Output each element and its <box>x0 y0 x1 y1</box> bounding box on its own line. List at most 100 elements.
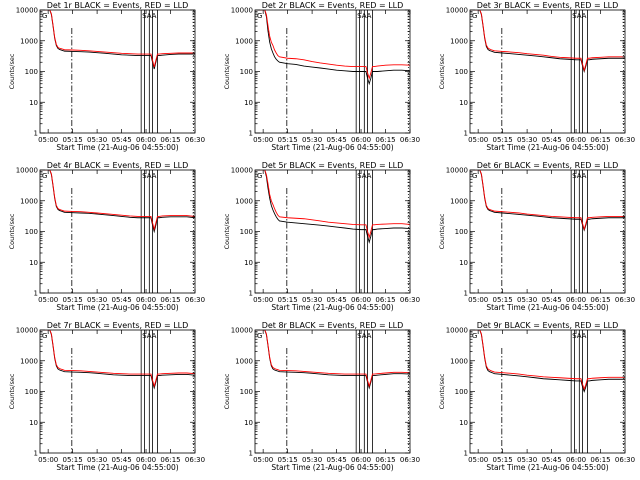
panel-title: Det 3r BLACK = Events, RED = LLD <box>477 1 619 10</box>
plot-area <box>39 169 196 294</box>
x-tick-label: 06:30 <box>185 136 205 144</box>
panel-title: Det 8r BLACK = Events, RED = LLD <box>262 321 404 330</box>
x-tick-label: 06:30 <box>615 456 635 464</box>
saa-label: SAA <box>572 12 587 20</box>
x-tick-label: 05:45 <box>541 456 561 464</box>
panel-series <box>470 170 625 232</box>
panel-series <box>40 170 195 234</box>
panel-title: Det 6r BLACK = Events, RED = LLD <box>477 161 619 170</box>
x-tick-label: 05:30 <box>87 296 107 304</box>
y-tick-label: 10 <box>459 419 468 427</box>
x-tick-label: 05:00 <box>468 296 488 304</box>
x-tick-label: 06:15 <box>590 456 610 464</box>
y-tick-label: 10000 <box>231 327 253 335</box>
y-tick-label: 100 <box>25 228 38 236</box>
plot-area <box>469 9 626 134</box>
series-lld-line <box>40 170 195 231</box>
y-tick-label: 100 <box>455 228 468 236</box>
x-tick-label: 06:00 <box>136 296 156 304</box>
x-tick-label: 06:15 <box>590 296 610 304</box>
x-tick-label: 05:30 <box>302 456 322 464</box>
x-tick-label: 05:30 <box>517 296 537 304</box>
y-tick-label: 10 <box>459 99 468 107</box>
x-tick-label: 05:00 <box>253 136 273 144</box>
x-tick-label: 06:15 <box>160 136 180 144</box>
y-tick-label: 10 <box>244 419 253 427</box>
panel-title: Det 2r BLACK = Events, RED = LLD <box>262 1 404 10</box>
x-tick-label: 05:00 <box>468 136 488 144</box>
x-tick-label: 06:00 <box>136 456 156 464</box>
panel-series <box>470 330 625 393</box>
plot-area <box>39 9 196 134</box>
x-tick-label: 05:45 <box>541 136 561 144</box>
corner-label: G <box>257 172 262 180</box>
series-lld-line <box>470 330 625 391</box>
x-tick-label: 06:15 <box>160 296 180 304</box>
saa-label: SAA <box>572 332 587 340</box>
x-tick-label: 06:15 <box>160 456 180 464</box>
x-axis-label: Start Time (21-Aug-06 04:55:00) <box>271 143 393 152</box>
x-tick-label: 05:00 <box>253 456 273 464</box>
saa-label: SAA <box>357 172 372 180</box>
saa-label: SAA <box>142 172 157 180</box>
x-tick-label: 06:00 <box>136 136 156 144</box>
y-tick-label: 1000 <box>20 37 38 45</box>
x-axis-label: Start Time (21-Aug-06 04:55:00) <box>271 303 393 312</box>
panel-series <box>470 10 625 74</box>
y-tick-label: 1000 <box>235 357 253 365</box>
y-tick-label: 1 <box>34 450 38 458</box>
corner-label: G <box>472 172 477 180</box>
y-tick-label: 1 <box>464 450 468 458</box>
series-lld-line <box>470 10 625 72</box>
x-tick-label: 06:15 <box>375 136 395 144</box>
series-events-line <box>470 10 625 74</box>
saa-label: SAA <box>357 12 372 20</box>
y-tick-label: 1000 <box>235 197 253 205</box>
corner-label: G <box>42 172 47 180</box>
saa-label: SAA <box>357 332 372 340</box>
plot-area <box>39 329 196 454</box>
y-axis-label: Counts/sec <box>8 213 16 249</box>
x-tick-label: 06:30 <box>185 296 205 304</box>
x-tick-label: 06:30 <box>615 296 635 304</box>
x-tick-label: 06:15 <box>375 456 395 464</box>
y-tick-label: 10000 <box>16 327 38 335</box>
x-tick-label: 05:30 <box>87 136 107 144</box>
x-tick-label: 05:30 <box>302 136 322 144</box>
x-tick-label: 05:45 <box>111 456 131 464</box>
x-tick-label: 05:15 <box>493 456 513 464</box>
y-tick-label: 1000 <box>450 357 468 365</box>
x-tick-label: 06:30 <box>400 456 420 464</box>
y-tick-label: 1 <box>249 130 253 138</box>
y-tick-label: 100 <box>240 228 253 236</box>
x-tick-label: 06:30 <box>615 136 635 144</box>
panel-title: Det 7r BLACK = Events, RED = LLD <box>47 321 189 330</box>
saa-label: SAA <box>142 12 157 20</box>
panel-series <box>40 330 195 390</box>
series-events-line <box>470 330 625 393</box>
y-tick-label: 10000 <box>16 7 38 15</box>
y-tick-label: 1 <box>249 450 253 458</box>
series-lld-line <box>255 330 410 388</box>
y-axis-label: Counts/sec <box>223 53 231 89</box>
y-tick-label: 10000 <box>446 327 468 335</box>
panel-title: Det 4r BLACK = Events, RED = LLD <box>47 161 189 170</box>
x-tick-label: 05:30 <box>517 136 537 144</box>
panel-series <box>255 330 410 390</box>
series-lld-line <box>255 170 410 239</box>
x-axis-label: Start Time (21-Aug-06 04:55:00) <box>56 463 178 472</box>
x-tick-label: 06:15 <box>375 296 395 304</box>
x-tick-label: 06:00 <box>351 136 371 144</box>
x-tick-label: 06:00 <box>566 456 586 464</box>
x-tick-label: 05:00 <box>38 136 58 144</box>
y-tick-label: 10000 <box>16 167 38 175</box>
series-events-line <box>40 330 195 390</box>
corner-label: G <box>472 332 477 340</box>
panel-title: Det 5r BLACK = Events, RED = LLD <box>262 161 404 170</box>
x-tick-label: 05:15 <box>493 296 513 304</box>
y-tick-label: 10 <box>244 99 253 107</box>
y-tick-label: 1000 <box>235 37 253 45</box>
